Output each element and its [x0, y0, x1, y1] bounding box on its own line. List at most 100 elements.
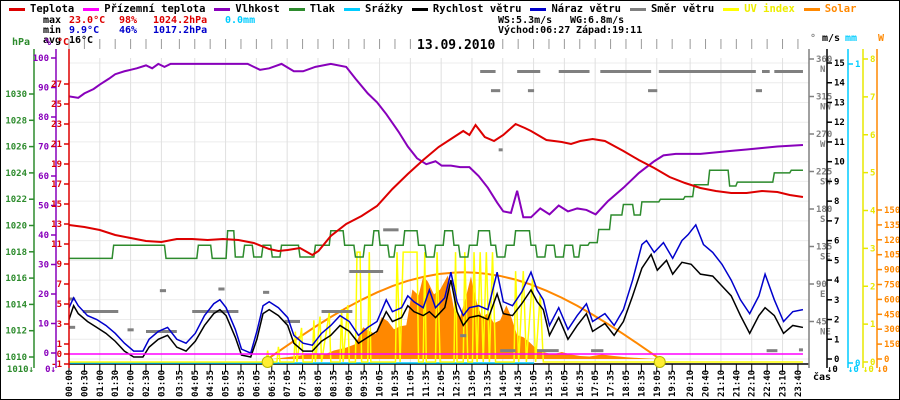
svg-text:00:30: 00:30 — [80, 370, 90, 397]
svg-text:06:05: 06:05 — [252, 370, 262, 397]
legend-item-label: Směr větru — [650, 3, 715, 15]
svg-text:18:05: 18:05 — [622, 370, 632, 397]
svg-text:30: 30 — [38, 261, 49, 271]
min-humidity: 46% — [119, 25, 138, 36]
svg-text:15:35: 15:35 — [545, 370, 555, 397]
svg-text:100: 100 — [33, 54, 49, 64]
svg-text:1026: 1026 — [5, 143, 27, 153]
legend-dash-icon — [343, 7, 360, 11]
rain-axis: 0 1 mm ↓0 — [845, 33, 860, 375]
svg-text:25: 25 — [51, 100, 62, 110]
sun-stats-row: Východ:06:27 Západ:19:11 — [498, 26, 648, 36]
pressure-axis: 1010 1012 1014 1016 1018 1020 1022 1024 1026 1028… — [5, 37, 35, 375]
svg-text:10:35: 10:35 — [391, 370, 401, 397]
svg-text:20:40: 20:40 — [702, 370, 712, 397]
svg-text:3: 3 — [870, 244, 875, 254]
sun-markers — [261, 356, 666, 368]
sunrise-marker-icon — [261, 356, 274, 368]
svg-text:1: 1 — [57, 340, 62, 350]
uv-axis: 0 1 2 3 4 5 6 7 8 ↓0 — [862, 49, 876, 375]
svg-text:04:05: 04:05 — [191, 370, 201, 397]
svg-text:23: 23 — [51, 120, 62, 130]
min-pressure: 1017.2hPa — [153, 25, 208, 36]
svg-text:°: ° — [810, 33, 816, 44]
time-axis: 00:00 00:30 01:00 01:30 02:00 02:30 03:00 03:35… — [65, 39, 831, 397]
svg-text:2: 2 — [834, 316, 839, 326]
svg-text:9: 9 — [834, 177, 839, 187]
svg-text:17:05: 17:05 — [591, 370, 601, 397]
svg-text:90: 90 — [816, 280, 827, 290]
svg-text:6: 6 — [834, 237, 839, 247]
max-pressure: 1024.2hPa — [153, 15, 208, 26]
legend-dash-icon — [83, 7, 100, 11]
svg-text:600: 600 — [884, 295, 899, 305]
legend-item-tlak: Tlak — [288, 3, 335, 15]
svg-text:0: 0 — [855, 359, 860, 369]
svg-text:13:35: 13:35 — [483, 370, 493, 397]
svg-text:21:40: 21:40 — [732, 370, 742, 397]
svg-text:16:35: 16:35 — [576, 370, 586, 397]
solar-axis: 0 150 300 450 600 750 900 1050 1200 1350 1500 W ↓0 — [876, 33, 899, 375]
svg-text:13: 13 — [834, 98, 845, 108]
legend-item-label: Náraz větru — [551, 3, 621, 15]
svg-text:8: 8 — [834, 197, 839, 207]
svg-text:15:05: 15:05 — [530, 370, 540, 397]
svg-text:E: E — [820, 290, 825, 300]
svg-text:17: 17 — [51, 180, 62, 190]
svg-text:20: 20 — [38, 290, 49, 300]
wind_gust-series — [69, 223, 804, 355]
svg-text:270: 270 — [816, 130, 832, 140]
svg-text:0: 0 — [884, 355, 889, 365]
wind_speed-series — [69, 252, 804, 358]
svg-text:15: 15 — [834, 59, 845, 69]
legend-dash-icon — [9, 7, 25, 11]
legend-item-label: UV index — [744, 3, 795, 15]
humidity-series — [69, 62, 804, 219]
svg-text:05:05: 05:05 — [222, 370, 232, 397]
svg-text:09:05: 09:05 — [345, 370, 355, 397]
stats-max-row: max 23.0°C 98% 1024.2hPa 0.0mm — [43, 16, 269, 26]
wind-sun-stats: WS:5.3m/s WG:6.8m/s Východ:06:27 Západ:19:… — [498, 16, 648, 36]
svg-text:09:35: 09:35 — [360, 370, 370, 397]
svg-text:0: 0 — [44, 349, 49, 359]
svg-text:60: 60 — [38, 172, 49, 182]
svg-text:00:00: 00:00 — [65, 370, 75, 397]
svg-text:1022: 1022 — [5, 195, 27, 205]
legend-dash-icon — [803, 7, 820, 11]
legend-dash-icon — [288, 7, 305, 11]
wind-speed-max: WS:5.3m/s — [498, 15, 553, 26]
wind_dir-series — [69, 70, 803, 353]
svg-text:07:05: 07:05 — [283, 370, 293, 397]
svg-text:SW: SW — [820, 178, 831, 188]
svg-text:3: 3 — [57, 320, 62, 330]
svg-text:21: 21 — [51, 140, 62, 150]
svg-text:70: 70 — [38, 143, 49, 153]
svg-text:↓0: ↓0 — [827, 365, 838, 375]
max-temperature: 23.0°C — [69, 15, 106, 26]
svg-text:1024: 1024 — [5, 169, 27, 179]
min-temperature: 9.9°C — [69, 25, 100, 36]
svg-text:11:35: 11:35 — [422, 370, 432, 397]
legend-dash-icon — [411, 7, 428, 11]
svg-text:10:05: 10:05 — [376, 370, 386, 397]
svg-text:3: 3 — [834, 296, 839, 306]
svg-text:08:05: 08:05 — [314, 370, 324, 397]
svg-text:315: 315 — [816, 93, 832, 103]
svg-text:50: 50 — [38, 202, 49, 212]
svg-text:1020: 1020 — [5, 222, 27, 232]
sunset-marker-icon — [653, 356, 666, 368]
temperature-series — [69, 122, 804, 257]
stats-block: max 23.0°C 98% 1024.2hPa 0.0mm min 9.9°C 46% 10… — [43, 16, 269, 46]
svg-text:12:35: 12:35 — [453, 370, 463, 397]
svg-text:16:05: 16:05 — [560, 370, 570, 397]
svg-text:1200: 1200 — [884, 236, 899, 246]
svg-text:23:10: 23:10 — [779, 370, 789, 397]
svg-text:14:35: 14:35 — [514, 370, 524, 397]
svg-text:13: 13 — [51, 220, 62, 230]
svg-text:1350: 1350 — [884, 221, 899, 231]
svg-text:15: 15 — [51, 200, 62, 210]
series-plot — [69, 62, 804, 364]
svg-text:450: 450 — [884, 310, 899, 320]
